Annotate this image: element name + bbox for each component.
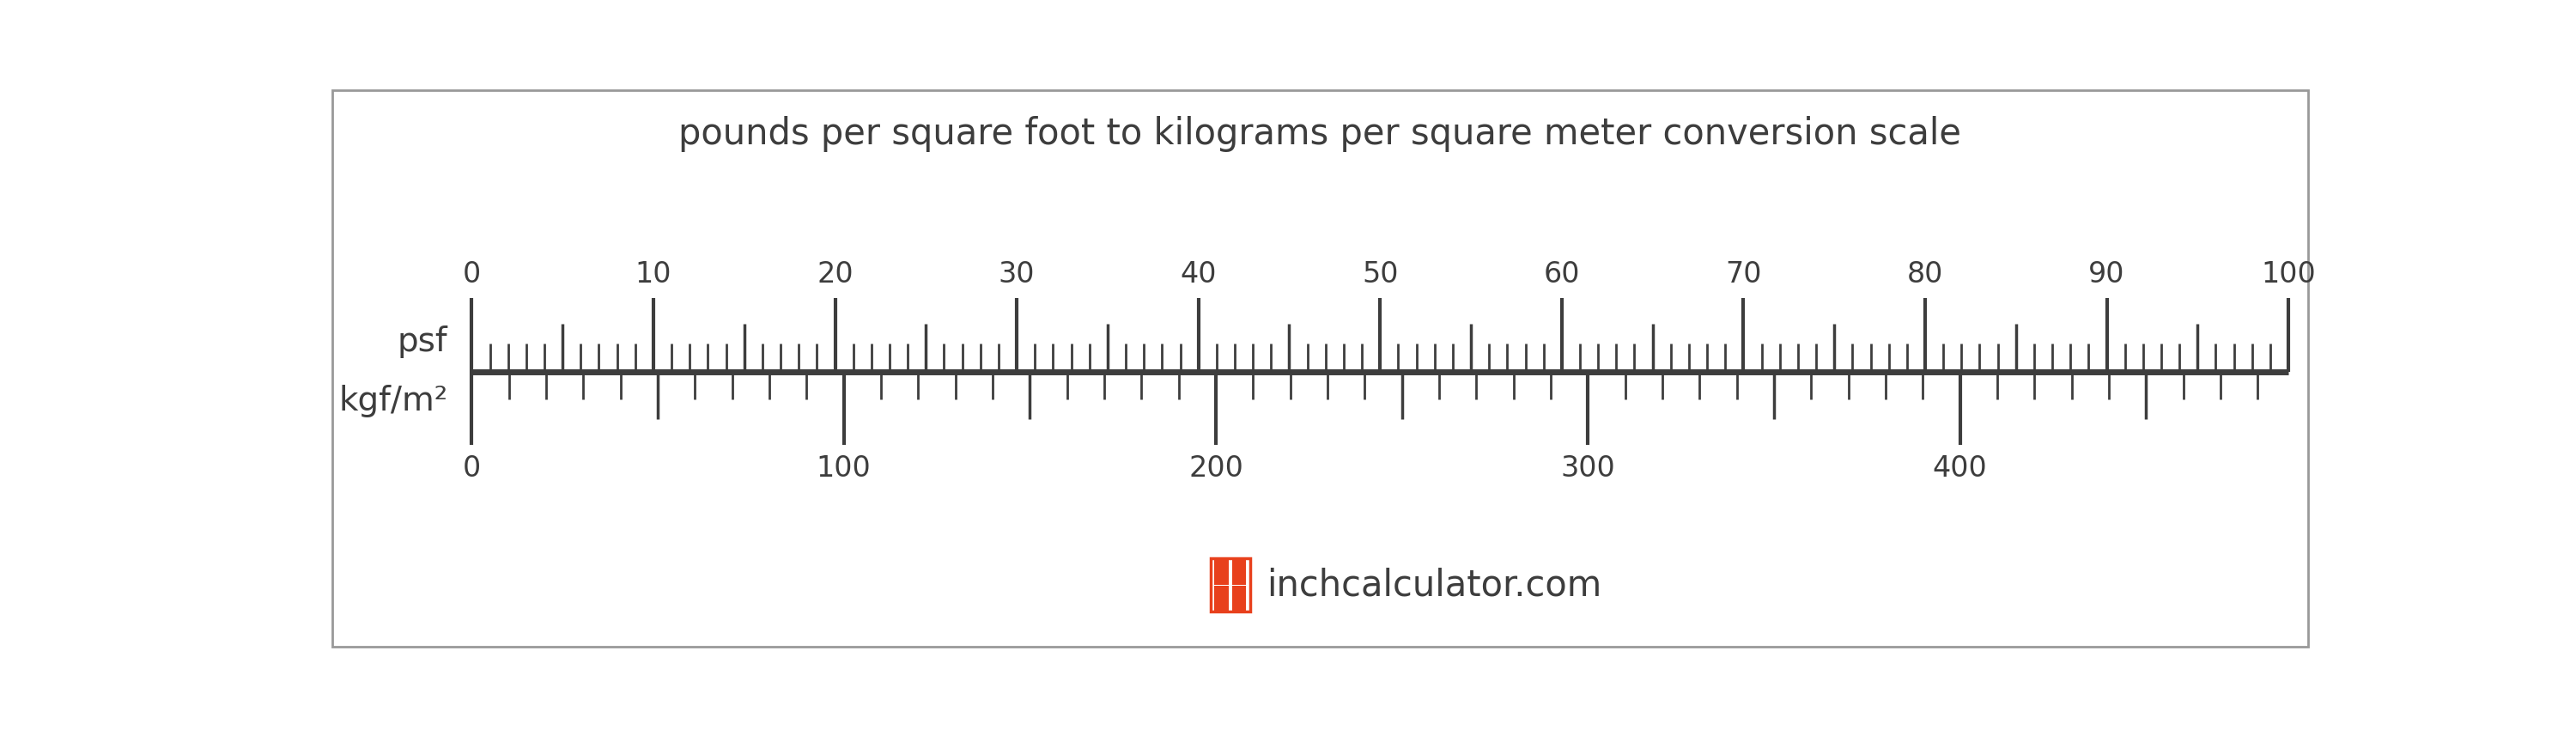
Text: 0: 0 [464, 260, 482, 288]
Text: 300: 300 [1561, 455, 1615, 483]
FancyBboxPatch shape [1231, 559, 1247, 585]
Text: 70: 70 [1726, 260, 1762, 288]
Text: pounds per square foot to kilograms per square meter conversion scale: pounds per square foot to kilograms per … [680, 116, 1963, 152]
Text: 100: 100 [2262, 260, 2316, 288]
Text: 90: 90 [2089, 260, 2125, 288]
Text: inchcalculator.com: inchcalculator.com [1267, 567, 1602, 603]
FancyBboxPatch shape [1231, 585, 1247, 610]
FancyBboxPatch shape [1213, 585, 1229, 610]
Text: psf: psf [397, 326, 448, 358]
Text: 10: 10 [636, 260, 672, 288]
Text: 200: 200 [1188, 455, 1244, 483]
Text: 80: 80 [1906, 260, 1942, 288]
Text: 50: 50 [1363, 260, 1399, 288]
Text: 60: 60 [1543, 260, 1579, 288]
Text: kgf/m²: kgf/m² [337, 385, 448, 417]
Text: 20: 20 [817, 260, 853, 288]
Text: 30: 30 [999, 260, 1036, 288]
Text: 400: 400 [1932, 455, 1989, 483]
Text: 100: 100 [817, 455, 871, 483]
Text: 40: 40 [1180, 260, 1216, 288]
Text: 0: 0 [464, 455, 482, 483]
FancyBboxPatch shape [1213, 559, 1229, 585]
